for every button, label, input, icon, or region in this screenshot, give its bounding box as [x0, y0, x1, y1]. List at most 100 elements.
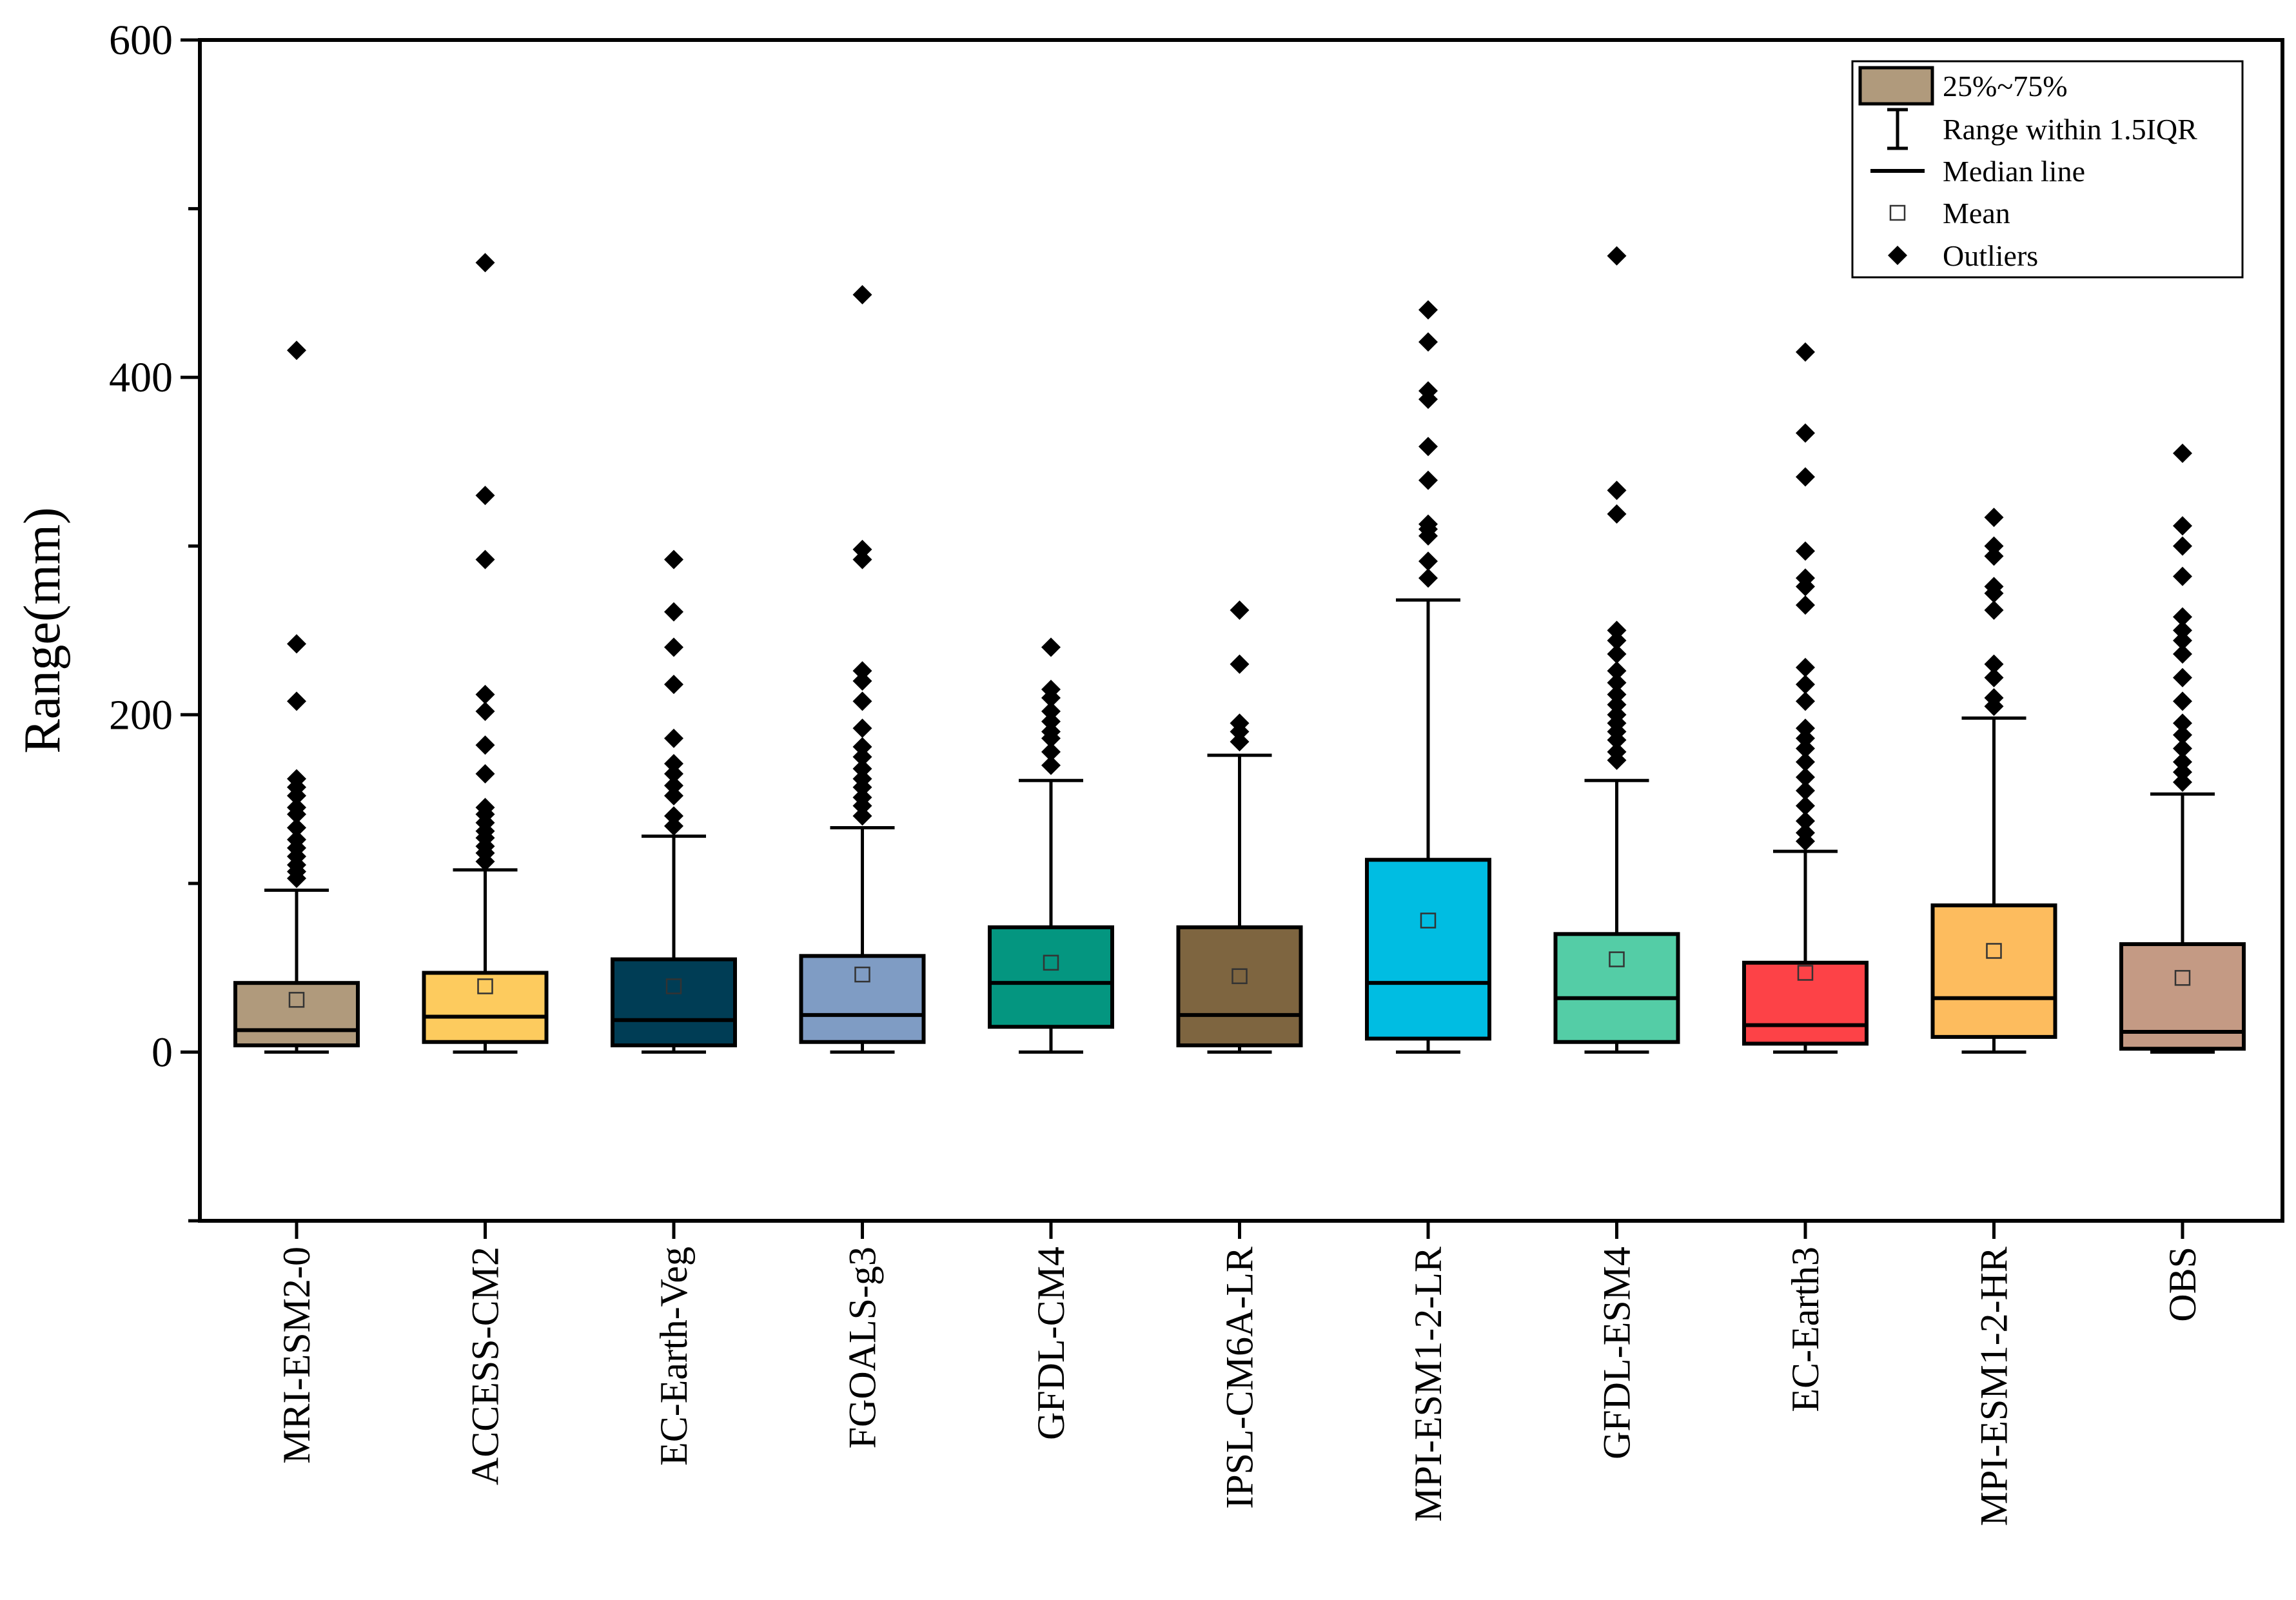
outlier-point [2173, 762, 2192, 782]
outlier-point [664, 776, 683, 796]
mean-marker [1986, 943, 2002, 959]
outlier-point [664, 754, 683, 774]
outlier-point [2173, 738, 2192, 758]
outlier-point [2173, 631, 2192, 651]
outlier-point [1984, 508, 2004, 528]
outlier-point [1607, 631, 1627, 651]
outlier-point [1796, 467, 1815, 487]
outlier-point [475, 486, 495, 506]
outlier-point [1607, 705, 1627, 725]
box-group-3 [799, 284, 926, 1054]
legend-label-outliers: Outliers [1943, 239, 2038, 272]
outlier-point [664, 602, 683, 622]
outlier-point [852, 806, 872, 826]
mean-marker [1043, 954, 1059, 971]
iqr-box [1742, 960, 1869, 1046]
outlier-point [1607, 644, 1627, 664]
outlier-point [1607, 695, 1627, 715]
outlier-point [1984, 546, 2004, 566]
outlier-point [1607, 742, 1627, 762]
outlier-point [852, 539, 872, 559]
outlier-point [1796, 796, 1815, 816]
x-tick-label: GFDL-CM4 [1030, 1247, 1072, 1440]
outlier-point [1607, 661, 1627, 681]
mean-marker [1231, 968, 1248, 984]
mean-marker [2174, 970, 2191, 986]
box-group-8 [1742, 342, 1869, 1054]
iqr-box [1365, 858, 1491, 1041]
outlier-point [287, 818, 306, 838]
outlier-point [1418, 551, 1438, 571]
mean-marker [1797, 965, 1814, 981]
outlier-point [1230, 600, 1250, 620]
outlier-point [1796, 675, 1815, 695]
outlier-point [664, 728, 683, 748]
iqr-box [1553, 932, 1680, 1044]
outlier-point [1041, 680, 1061, 700]
outlier-point [1041, 722, 1061, 742]
outlier-point [852, 758, 872, 778]
outlier-point [2173, 516, 2192, 536]
outlier-point [852, 787, 872, 807]
outlier-point [1796, 752, 1815, 772]
outlier-point [1984, 600, 2004, 620]
box-group-6 [1365, 300, 1491, 1054]
outlier-point [475, 798, 495, 818]
outlier-point [1418, 437, 1438, 457]
outlier-point [287, 829, 306, 849]
box-group-1 [422, 253, 549, 1054]
iqr-box [1930, 903, 2057, 1039]
outlier-point [2173, 725, 2192, 745]
outlier-point [287, 341, 306, 360]
outlier-point [664, 675, 683, 695]
x-tick-label: MPI-ESM1-2-HR [1973, 1247, 2016, 1526]
mean-marker [665, 978, 682, 994]
outlier-point [287, 769, 306, 789]
outlier-point [852, 284, 872, 304]
iqr-box [611, 957, 737, 1047]
outlier-point [664, 764, 683, 784]
legend-outlier-symbol [1888, 246, 1907, 265]
outlier-point [2173, 443, 2192, 463]
iqr-box [799, 954, 926, 1044]
outlier-point [1796, 767, 1815, 787]
outlier-point [1796, 568, 1815, 588]
outlier-point [1607, 246, 1627, 266]
legend-label-whisker: Range within 1.5IQR [1943, 113, 2197, 146]
y-tick-label: 400 [109, 354, 173, 401]
outlier-point [1796, 595, 1815, 615]
outlier-point [664, 785, 683, 805]
outlier-point [1796, 423, 1815, 443]
outlier-point [1041, 637, 1061, 657]
outlier-point [1984, 536, 2004, 556]
outlier-point [664, 816, 683, 836]
outlier-point [664, 637, 683, 657]
box-group-5 [1176, 600, 1303, 1054]
outlier-point [1796, 738, 1815, 758]
outlier-point [287, 634, 306, 654]
outlier-point [852, 769, 872, 789]
mean-marker [1609, 951, 1625, 967]
iqr-box [422, 971, 549, 1044]
box-group-7 [1553, 246, 1680, 1054]
outlier-point [2173, 713, 2192, 733]
mean-marker [477, 978, 493, 994]
outlier-point [1984, 688, 2004, 708]
outlier-point [1796, 718, 1815, 738]
box-group-0 [233, 341, 360, 1054]
axes: 0 200 400 600 Range(mm) MRI-ESM2-0 ACCESS-CM2 E… [14, 17, 2284, 1526]
outlier-point [2173, 772, 2192, 792]
x-tick-label: OBS [2161, 1247, 2204, 1322]
x-tick-label: MRI-ESM2-0 [275, 1247, 318, 1464]
outlier-point [1796, 691, 1815, 711]
outlier-point [475, 702, 495, 722]
outlier-point [475, 253, 495, 273]
outlier-point [475, 735, 495, 755]
outlier-point [2173, 691, 2192, 711]
x-tick-label: GFDL-ESM4 [1596, 1247, 1638, 1459]
outlier-point [1418, 332, 1438, 352]
legend-label-box: 25%~75% [1943, 70, 2068, 103]
x-tick-label: ACCESS-CM2 [464, 1247, 507, 1485]
outlier-point [475, 549, 495, 569]
